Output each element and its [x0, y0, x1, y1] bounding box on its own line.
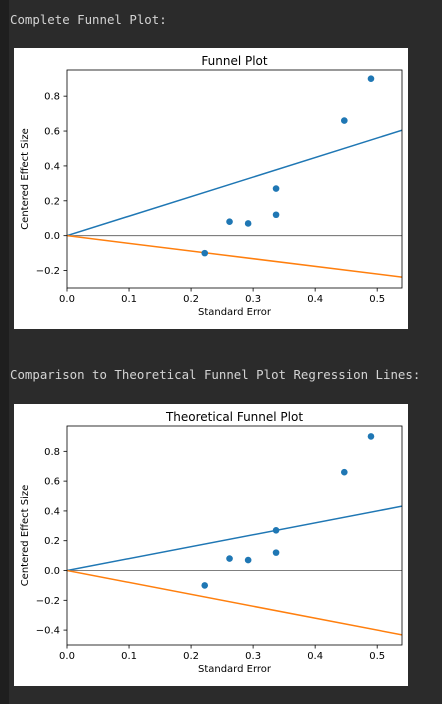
- funnel-plot-svg: Funnel Plot 0.0 0.1 0.2 0.3 0.4 0.5 −0.2 0.0 0.2 0…: [20, 54, 403, 318]
- y-axis-label: Centered Effect Size: [20, 128, 31, 230]
- y-tick-label: 0.6: [44, 127, 60, 138]
- y-tick-label: 0.0: [44, 231, 60, 242]
- y-tick-label: −0.2: [36, 596, 60, 607]
- data-point: [201, 582, 209, 589]
- upper-regression-line: [67, 129, 402, 237]
- lower-regression-line: [67, 569, 402, 636]
- x-tick-label: 0.1: [121, 294, 137, 305]
- y-tick-label: 0.8: [44, 92, 60, 103]
- y-tick-label: 0.4: [44, 506, 60, 517]
- data-point: [272, 549, 280, 556]
- x-tick-label: 0.0: [59, 651, 75, 662]
- upper-regression-line: [67, 505, 402, 572]
- output-text-funnel-heading: Complete Funnel Plot:: [10, 12, 167, 27]
- chart-title: Theoretical Funnel Plot: [165, 410, 303, 424]
- funnel-plot-figure: Funnel Plot 0.0 0.1 0.2 0.3 0.4 0.5 −0.2 0.0 0.2 0…: [14, 48, 408, 329]
- y-tick-label: 0.6: [44, 477, 60, 488]
- output-text-comparison-heading: Comparison to Theoretical Funnel Plot Re…: [10, 367, 421, 382]
- data-point: [367, 433, 375, 440]
- y-tick-label: −0.2: [36, 266, 60, 277]
- data-point: [244, 556, 252, 564]
- x-tick-label: 0.0: [59, 294, 75, 305]
- y-tick-label: 0.4: [44, 161, 60, 172]
- data-point: [272, 211, 280, 219]
- data-point: [341, 468, 348, 476]
- x-tick-label: 0.5: [369, 294, 385, 305]
- data-point: [226, 555, 233, 562]
- x-tick-label: 0.3: [245, 294, 261, 305]
- data-point: [367, 75, 375, 83]
- x-axis-label: Standard Error: [198, 664, 272, 675]
- data-point: [341, 117, 348, 124]
- y-tick-label: 0.0: [44, 566, 60, 577]
- x-axis-label: Standard Error: [198, 307, 272, 318]
- y-tick-label: 0.8: [44, 447, 60, 458]
- x-tick-label: 0.5: [369, 651, 385, 662]
- x-tick-label: 0.1: [121, 651, 137, 662]
- x-tick-label: 0.2: [183, 651, 199, 662]
- x-tick-label: 0.4: [307, 294, 323, 305]
- data-point: [272, 185, 280, 192]
- y-tick-label: 0.2: [44, 196, 60, 207]
- x-tick-label: 0.2: [183, 294, 199, 305]
- y-axis-label: Centered Effect Size: [20, 485, 31, 587]
- data-point: [272, 526, 280, 534]
- data-point: [226, 218, 233, 226]
- y-tick-label: −0.4: [36, 626, 60, 637]
- lower-regression-line: [67, 234, 402, 278]
- axes-frame: [66, 69, 403, 289]
- theoretical-funnel-plot-figure: Theoretical Funnel Plot 0.0 0.1 0.2 0.3 0.4 0.…: [14, 404, 408, 686]
- data-point: [201, 249, 209, 257]
- y-tick-label: 0.2: [44, 536, 60, 547]
- axes-frame: [66, 425, 403, 646]
- data-point: [244, 220, 252, 227]
- theoretical-funnel-plot-svg: Theoretical Funnel Plot 0.0 0.1 0.2 0.3 0.4 0.…: [20, 410, 403, 675]
- x-tick-label: 0.3: [245, 651, 261, 662]
- chart-title: Funnel Plot: [201, 54, 268, 68]
- x-tick-label: 0.4: [307, 651, 323, 662]
- output-gutter: [0, 0, 9, 704]
